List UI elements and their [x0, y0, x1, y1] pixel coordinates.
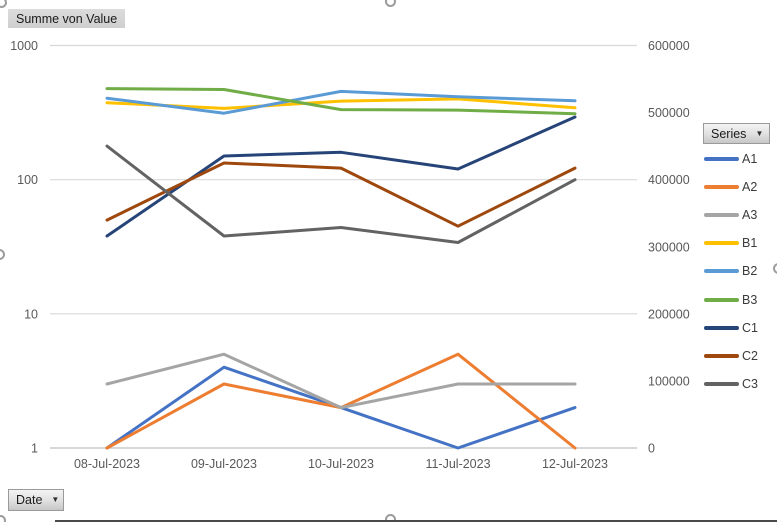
legend: A1 A2 A3 B1 B2 B3 C1 C2 C3: [704, 145, 774, 398]
legend-swatch-icon: [704, 353, 739, 358]
dropdown-arrow-icon: ▼: [755, 128, 764, 138]
legend-swatch-icon: [704, 381, 739, 386]
chart-selection-handle-top-left[interactable]: [0, 0, 7, 8]
date-field-button[interactable]: Date ▼: [8, 489, 64, 511]
right-axis-tick: 200000: [648, 307, 690, 321]
left-axis-tick: 1000: [10, 39, 38, 53]
left-axis-tick: 100: [17, 173, 38, 187]
series-line-B3[interactable]: [105, 87, 577, 116]
left-axis-tick: 1: [31, 442, 38, 456]
series-line-A3[interactable]: [105, 352, 577, 410]
right-axis-tick: 400000: [648, 173, 690, 187]
series-field-label: Series: [711, 126, 747, 141]
legend-swatch-icon: [704, 213, 739, 218]
right-axis-tick: 0: [648, 442, 655, 456]
legend-label: C3: [742, 376, 758, 391]
series-field-button[interactable]: Series ▼: [703, 123, 770, 144]
right-axis-tick: 100000: [648, 374, 690, 388]
legend-item-A3[interactable]: A3: [704, 201, 774, 229]
legend-item-C1[interactable]: C1: [704, 314, 774, 342]
legend-swatch-icon: [704, 157, 739, 162]
legend-item-B3[interactable]: B3: [704, 285, 774, 313]
left-axis-tick: 10: [24, 307, 38, 321]
chart-selection-handle-top-center[interactable]: [384, 0, 396, 7]
right-axis-tick: 600000: [648, 39, 690, 53]
legend-swatch-icon: [704, 269, 739, 274]
legend-item-C2[interactable]: C2: [704, 342, 774, 370]
chart-selection-handle-bottom-left[interactable]: [0, 514, 6, 522]
legend-item-B2[interactable]: B2: [704, 257, 774, 285]
dropdown-arrow-icon: ▼: [51, 495, 60, 504]
legend-label: B3: [742, 292, 758, 307]
legend-item-A2[interactable]: A2: [704, 173, 774, 201]
series-line-C3[interactable]: [105, 144, 577, 244]
x-axis-tick: 09-Jul-2023: [191, 457, 257, 471]
date-field-label: Date: [16, 493, 43, 507]
legend-label: B1: [742, 236, 758, 251]
legend-label: A3: [742, 208, 758, 223]
legend-label: B2: [742, 264, 758, 279]
legend-swatch-icon: [704, 241, 739, 246]
legend-label: A2: [742, 180, 758, 195]
legend-swatch-icon: [704, 297, 739, 302]
series-line-C2[interactable]: [105, 161, 577, 228]
legend-item-B1[interactable]: B1: [704, 229, 774, 257]
legend-item-A1[interactable]: A1: [704, 145, 774, 173]
worksheet-edge: [55, 520, 777, 522]
series-line-B1[interactable]: [105, 97, 577, 110]
legend-label: C2: [742, 348, 758, 363]
value-field-label: Summe von Value: [16, 11, 118, 26]
chart-selection-handle-right-middle[interactable]: [772, 262, 777, 274]
x-axis-tick: 10-Jul-2023: [308, 457, 374, 471]
x-axis-tick: 08-Jul-2023: [74, 457, 140, 471]
right-axis-tick: 500000: [648, 106, 690, 120]
chart-selection-handle-left-middle[interactable]: [0, 248, 5, 260]
chart-selection-handle-bottom-center[interactable]: [384, 513, 396, 522]
legend-swatch-icon: [704, 325, 739, 330]
x-axis-tick: 11-Jul-2023: [425, 457, 490, 471]
right-axis-tick: 300000: [648, 240, 690, 254]
value-field-button[interactable]: Summe von Value: [8, 9, 126, 28]
legend-label: C1: [742, 320, 758, 335]
legend-label: A1: [742, 152, 758, 167]
legend-swatch-icon: [704, 185, 739, 190]
series-line-B2[interactable]: [105, 89, 577, 115]
x-axis-tick: 12-Jul-2023: [542, 457, 608, 471]
legend-item-C3[interactable]: C3: [704, 370, 774, 398]
